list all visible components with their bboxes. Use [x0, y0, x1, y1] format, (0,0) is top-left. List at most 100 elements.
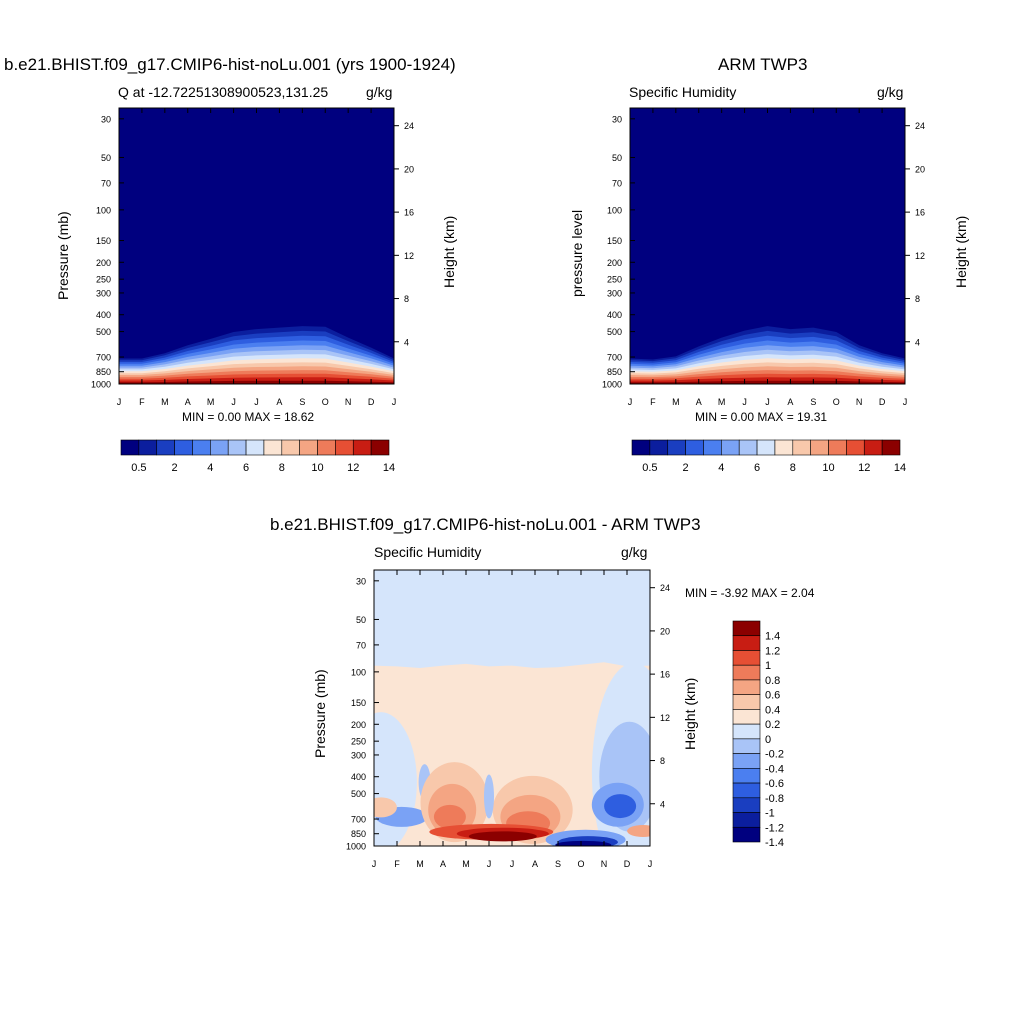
panel3-colorbar-cell	[732, 826, 761, 843]
panel3-colorbar-label: -0.8	[765, 793, 784, 805]
panel2-ylabel: pressure level	[569, 209, 585, 297]
panel1-xtick-label: J	[117, 397, 122, 407]
panel1-xtick-label: O	[322, 397, 329, 407]
panel1-title: b.e21.BHIST.f09_g17.CMIP6-hist-noLu.001 …	[4, 55, 456, 74]
panel2-xtick-label: M	[718, 397, 726, 407]
panel2-xtick-label: D	[879, 397, 886, 407]
panel2-contours	[630, 108, 905, 384]
panel2-colorbar-cell	[756, 439, 776, 456]
panel1-xtick-label: A	[185, 397, 191, 407]
panel3-colorbar-cell	[732, 679, 761, 695]
panel1-colorbar-label: 14	[383, 462, 395, 474]
panel3-colorbar-cell	[732, 723, 761, 740]
panel2-colorbar-label: 14	[894, 462, 906, 474]
panel3-xtick-label: J	[648, 859, 653, 869]
panel3-colorbar-label: 0.2	[765, 719, 780, 731]
panel2-plot-area	[630, 108, 905, 384]
panel3-ytick-label: 50	[356, 615, 366, 625]
panel1-colorbar-cell	[352, 439, 372, 456]
panel3-contour-blob	[484, 774, 494, 819]
panel1-colorbar-cell	[281, 439, 300, 456]
panel1-ytick-label: 400	[96, 310, 111, 320]
panel1-plot-area	[119, 108, 394, 384]
panel1-ytick-label: 300	[96, 288, 111, 298]
panel1-xtick-label: M	[161, 397, 169, 407]
colorbars-layer: 0.5 2 4 6 8 10 12 14 0.5 2 4 6 8 10 12 141.41.210.80.60…	[120, 439, 906, 849]
panel2-colorbar-cell	[810, 439, 829, 456]
panel2-colorbar-label: 10	[822, 462, 834, 474]
panel1-colorbar-cell	[120, 439, 140, 456]
panel2-ytick-label: 70	[612, 178, 622, 188]
panel2-ytick-label: 30	[612, 114, 622, 124]
panel3-y2label: Height (km)	[682, 677, 698, 750]
panel1-contours	[119, 108, 394, 384]
panel3-colorbar-label: -1.4	[765, 837, 784, 849]
panel1-colorbar-cell	[299, 439, 318, 456]
panel3-colorbar-cell	[732, 768, 761, 784]
panel3-contour-blob	[433, 804, 466, 829]
panel3-y2tick-label: 24	[660, 583, 670, 593]
panel3-colorbar-label: 1.2	[765, 645, 780, 657]
panel3-colorbar-cell	[732, 635, 761, 651]
panel2-y2tick-label: 12	[915, 251, 925, 261]
panel1-xtick-label: J	[231, 397, 236, 407]
panel2-xtick-label: J	[765, 397, 770, 407]
panel2-ytick-label: 500	[607, 327, 622, 337]
panel2-xtick-label: F	[650, 397, 656, 407]
panel3-xtick-label: J	[372, 859, 377, 869]
panel2-colorbar-cell	[792, 439, 811, 456]
panel1-ytick-label: 30	[101, 114, 111, 124]
panel3-colorbar-label: 0.4	[765, 704, 780, 716]
panel1-xtick-label: A	[276, 397, 282, 407]
panel1-xtick-label: J	[254, 397, 259, 407]
panel3-ytick-label: 150	[351, 698, 366, 708]
panel2-subtitle-right: g/kg	[877, 84, 904, 100]
panel2-ytick-label: 700	[607, 353, 622, 363]
panel1-ytick-label: 700	[96, 353, 111, 363]
panel3-colorbar-label: 1	[765, 660, 771, 672]
panel2-xtick-label: J	[903, 397, 908, 407]
panel1-ytick-label: 50	[101, 153, 111, 163]
panel2-y2tick-label: 16	[915, 208, 925, 218]
panel1-xtick-label: M	[207, 397, 215, 407]
panel3-contour-blob	[468, 831, 537, 842]
panel2-colorbar-label: 2	[683, 462, 689, 474]
panel2-colorbar-cell	[738, 439, 758, 456]
panel2-ytick-label: 200	[607, 258, 622, 268]
panel3-contour-blob	[604, 794, 637, 819]
panel3-xtick-label: F	[394, 859, 400, 869]
panel3-title: b.e21.BHIST.f09_g17.CMIP6-hist-noLu.001 …	[270, 515, 701, 534]
panel2-xtick-label: A	[787, 397, 793, 407]
panel3-colorbar-cell	[732, 694, 761, 710]
panel3-colorbar-cell	[732, 738, 761, 754]
panel3-colorbar-cell	[732, 709, 761, 725]
panel2-colorbar-cell	[649, 439, 669, 456]
panel3-colorbar-cell	[732, 753, 761, 769]
panel3-ytick-label: 500	[351, 789, 366, 799]
panel1-y2tick-label: 12	[404, 251, 414, 261]
panel1-y2tick-label: 20	[404, 164, 414, 174]
panel2-ytick-label: 400	[607, 310, 622, 320]
panel3-xtick-label: O	[577, 859, 584, 869]
panel2-xtick-label: J	[628, 397, 633, 407]
panel3-xtick-label: J	[510, 859, 515, 869]
panel1-colorbar-label: 0.5	[131, 462, 146, 474]
panel2-ytick-label: 50	[612, 153, 622, 163]
panel2-colorbar-cell	[685, 439, 704, 456]
panel2-ytick-label: 300	[607, 288, 622, 298]
panel1-colorbar-label: 4	[207, 462, 213, 474]
panel2-y2tick-label: 8	[915, 294, 920, 304]
panel1-colorbar-label: 2	[172, 462, 178, 474]
panel3-colorbar-label: -1	[765, 808, 775, 820]
panel3-subtitle-right: g/kg	[621, 544, 648, 560]
panel1-colorbar-cell	[174, 439, 193, 456]
panel1-colorbar-label: 10	[311, 462, 323, 474]
panel2-ytick-label: 250	[607, 275, 622, 285]
panel3-ytick-label: 30	[356, 576, 366, 586]
panel1-xtick-label: J	[392, 397, 397, 407]
panel3-colorbar-cell	[732, 797, 761, 813]
panel1-colorbar-label: 6	[243, 462, 249, 474]
panel2-colorbar-cell	[828, 439, 847, 456]
panel3-colorbar-label: 1.4	[765, 631, 780, 643]
